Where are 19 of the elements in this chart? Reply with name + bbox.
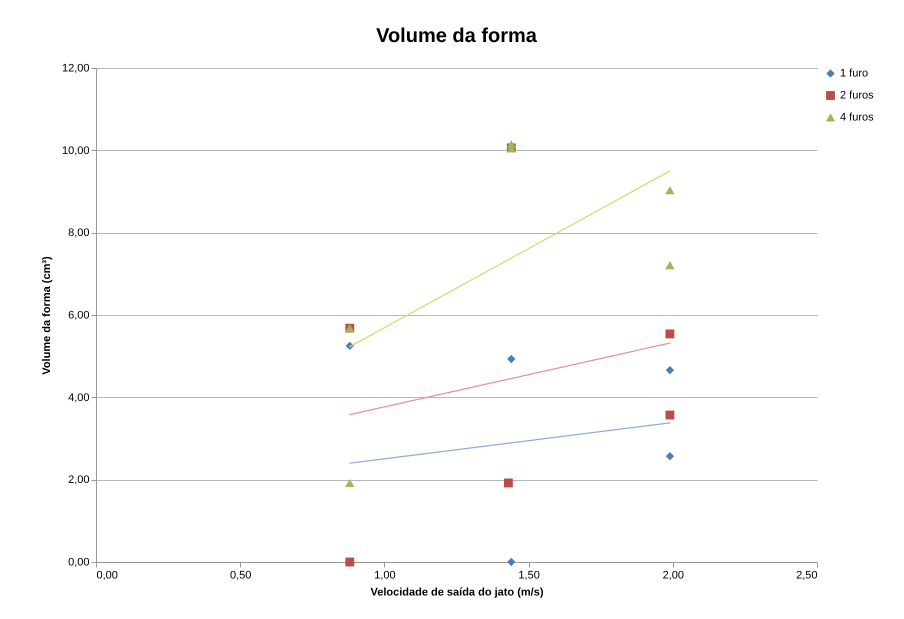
y-tick-label: 6,00: [68, 310, 90, 322]
x-tick-label: 1,00: [374, 570, 396, 582]
x-tick-label: 0,00: [96, 570, 118, 582]
x-tick-label: 2,00: [662, 570, 684, 582]
y-tick-label: 0,00: [68, 556, 90, 568]
y-tick-label: 8,00: [68, 227, 90, 240]
x-tick-label: 1,50: [518, 570, 540, 582]
y-tick-label: 2,00: [68, 474, 90, 486]
chart-title: Volume da forma: [376, 25, 538, 47]
y-tick-label: 10,00: [62, 144, 90, 157]
legend-label: 4 furos: [840, 112, 874, 124]
x-tick-label: 0,50: [230, 570, 252, 582]
x-tick-label: 2,50: [796, 570, 818, 582]
legend-label: 2 furos: [840, 90, 874, 102]
y-axis-title: Volume da forma (cm³): [40, 256, 53, 375]
y-tick-label: 12,00: [62, 62, 90, 74]
x-axis-title: Velocidade de saída do jato (m/s): [370, 586, 544, 598]
legend-label: 1 furo: [840, 68, 868, 80]
y-tick-label: 4,00: [68, 392, 90, 404]
